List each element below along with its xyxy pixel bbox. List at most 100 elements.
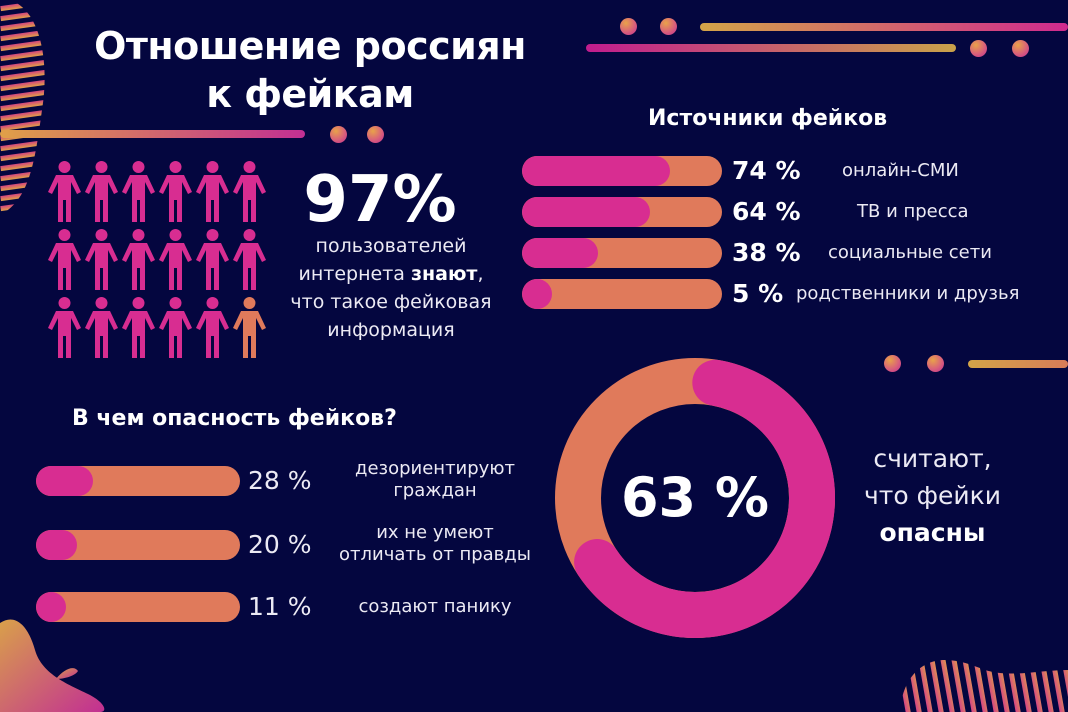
danger-row: 20 % их не умеют отличать от правды: [36, 522, 556, 565]
decor-stripe: [900, 660, 912, 712]
decor-stripe: [0, 17, 45, 32]
decor-stripe: [0, 137, 45, 152]
person-icon: [157, 296, 194, 360]
person-icon: [46, 228, 83, 292]
person-icon: [83, 296, 120, 360]
person-icon: [194, 296, 231, 360]
danger-row: 28 % дезориентируют граждан: [36, 458, 556, 501]
source-bar-fill: [522, 238, 598, 268]
danger-label: их не умеют отличать от правды: [320, 522, 550, 566]
decor-dot: [1012, 40, 1029, 57]
danger-bar-fill: [36, 530, 77, 560]
decor-stripe: [0, 27, 45, 42]
opinion-line-1: считают,: [873, 444, 992, 473]
title-line-1: Отношение россиян: [94, 24, 526, 68]
person-icon: [120, 228, 157, 292]
source-bar: [522, 279, 722, 309]
source-label: социальные сети: [828, 242, 992, 263]
sources-title: Источники фейков: [648, 106, 888, 131]
person-icon: [83, 160, 120, 224]
person-icon: [157, 228, 194, 292]
danger-bar: [36, 530, 240, 560]
opinion-description: считают, что фейки опасны: [850, 440, 1015, 551]
decor-stripe: [0, 67, 45, 82]
decor-stripe: [926, 660, 945, 712]
source-percent: 38 %: [732, 238, 801, 267]
awareness-line-1: пользователей: [315, 235, 467, 257]
decor-blob-bottom-left: [0, 619, 105, 712]
opinion-bold: опасны: [879, 518, 986, 547]
danger-label: создают панику: [320, 596, 550, 618]
decor-dot: [620, 18, 637, 35]
person-icon: [231, 228, 268, 292]
person-icon: [194, 160, 231, 224]
decor-stripe: [1058, 660, 1068, 712]
decor-stripe: [981, 660, 1000, 712]
danger-label-line-2: граждан: [393, 480, 477, 501]
danger-label-line-2: отличать от правды: [339, 544, 531, 565]
danger-bar-fill: [36, 466, 94, 496]
decor-stripe: [1014, 660, 1033, 712]
source-percent: 74 %: [732, 156, 801, 185]
source-bar: [522, 197, 722, 227]
awareness-line-2-text: интернета: [298, 263, 411, 285]
awareness-line-2-punct: ,: [477, 263, 484, 285]
decor-stripe: [937, 660, 956, 712]
decor-stripe: [0, 57, 45, 72]
source-percent: 5 %: [732, 279, 784, 308]
source-label: ТВ и пресса: [857, 201, 969, 222]
awareness-description: пользователей интернета знают, что такое…: [276, 232, 506, 344]
danger-title: В чем опасность фейков?: [72, 406, 397, 431]
danger-bar: [36, 466, 240, 496]
decor-stripe: [1047, 660, 1066, 712]
decor-dot: [927, 355, 944, 372]
danger-label-line-1: создают панику: [358, 596, 512, 617]
person-icon: [46, 160, 83, 224]
danger-percent: 11 %: [248, 592, 312, 621]
decor-line: [700, 23, 1068, 31]
decor-stripe: [0, 97, 45, 112]
awareness-bold-word: знают: [410, 263, 478, 285]
source-row: 38 % социальные сети: [522, 238, 1062, 268]
danger-bar-fill: [36, 592, 66, 622]
source-percent: 64 %: [732, 197, 801, 226]
decor-stripe: [1003, 660, 1022, 712]
danger-percent: 20 %: [248, 530, 312, 559]
decor-dot: [660, 18, 677, 35]
decor-stripe: [970, 660, 989, 712]
decor-stripe: [0, 37, 45, 52]
decor-dot: [330, 126, 347, 143]
person-icon: [231, 160, 268, 224]
source-bar: [522, 238, 722, 268]
decor-stripe: [992, 660, 1011, 712]
person-icon: [83, 228, 120, 292]
danger-bar: [36, 592, 240, 622]
danger-percent: 28 %: [248, 466, 312, 495]
decor-stripe: [959, 660, 978, 712]
people-icon-grid: [46, 160, 268, 360]
person-icon: [120, 296, 157, 360]
donut-value-arc: [574, 359, 835, 638]
source-bar: [522, 156, 722, 186]
person-icon: [231, 296, 268, 360]
danger-row: 11 % создают панику: [36, 592, 556, 622]
decor-line: [586, 44, 956, 52]
decor-dot: [884, 355, 901, 372]
opinion-line-2: что фейки: [864, 481, 1001, 510]
opinion-donut-chart: [555, 358, 835, 638]
person-icon: [194, 228, 231, 292]
danger-label-line-1: дезориентируют: [355, 458, 515, 479]
source-row: 74 % онлайн-СМИ: [522, 156, 1062, 186]
source-row: 5 % родственники и друзья: [522, 279, 1062, 309]
source-bar-fill: [522, 156, 670, 186]
source-row: 64 % ТВ и пресса: [522, 197, 1062, 227]
decor-line: [968, 360, 1068, 368]
source-bar-fill: [522, 197, 650, 227]
decor-stripe: [1025, 660, 1044, 712]
decor-stripe: [0, 47, 45, 62]
source-label: родственники и друзья: [796, 283, 1020, 304]
decor-stripe: [1036, 660, 1055, 712]
decor-stripes-top-left: [0, 0, 45, 215]
page-title: Отношение россиян к фейкам: [60, 22, 560, 118]
decor-stripe: [0, 117, 45, 132]
